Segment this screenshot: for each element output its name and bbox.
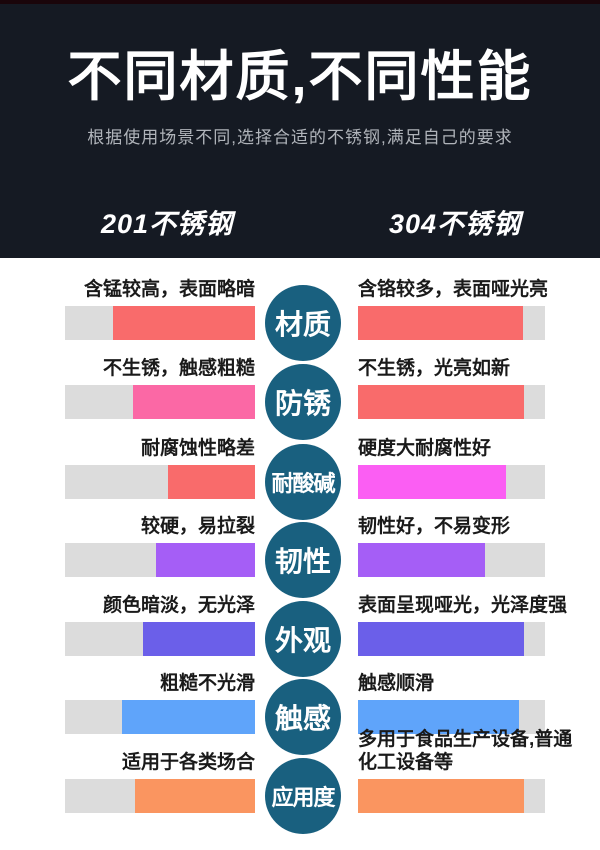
left-rating-bar (65, 385, 255, 419)
left-rating-fill (156, 543, 255, 577)
category-badge-label: 触感 (274, 703, 331, 734)
right-rating-bar (358, 306, 545, 340)
left-property-text: 粗糙不光滑 (159, 673, 255, 695)
left-rating-fill (112, 306, 255, 340)
right-property-text: 硬度大耐腐性好 (358, 438, 492, 460)
right-property-text: 不生锈，光亮如新 (358, 358, 511, 380)
comparison-row-rust: 不生锈，触感粗糙 防锈 不生锈，光亮如新 (0, 358, 600, 440)
header: 不同材质,不同性能 根据使用场景不同,选择合适的不锈钢,满足自己的要求 201不… (0, 4, 600, 258)
right-rating-bar (358, 622, 545, 656)
category-badge: 材质 (265, 285, 341, 361)
right-property-text: 触感顺滑 (358, 673, 435, 695)
left-rating-fill (135, 779, 255, 813)
category-badge: 触感 (265, 679, 341, 755)
category-badge-label: 韧性 (274, 546, 331, 577)
category-badge-label: 材质 (274, 309, 331, 340)
comparison-row-toughness: 较硬，易拉裂 韧性 韧性好，不易变形 (0, 516, 600, 598)
right-rating-bar (358, 385, 545, 419)
comparison-row-application: 适用于各类场合 应用度 多用于食品生产设备,普通 化工设备等 (0, 729, 600, 834)
column-header-304: 304不锈钢 (388, 209, 522, 239)
left-rating-fill (122, 700, 255, 734)
category-badge: 防锈 (265, 364, 341, 440)
right-rating-fill (358, 306, 523, 340)
left-property-text: 耐腐蚀性略差 (140, 438, 255, 460)
left-property-text: 较硬，易拉裂 (140, 516, 255, 538)
category-badge: 应用度 (265, 758, 341, 834)
right-property-text: 韧性好，不易变形 (358, 516, 511, 538)
comparison-row-appearance: 颜色暗淡，无光泽 外观 表面呈现哑光，光泽度强 (0, 595, 600, 677)
left-rating-bar (65, 700, 255, 734)
left-rating-bar (65, 306, 255, 340)
comparison-row-material: 含锰较高，表面略暗 材质 含铬较多，表面哑光亮 (0, 279, 600, 361)
right-rating-bar (358, 465, 545, 499)
right-rating-fill (358, 700, 519, 734)
comparison-row-touch: 粗糙不光滑 触感 触感顺滑 (0, 673, 600, 755)
left-property-text: 颜色暗淡，无光泽 (102, 595, 255, 617)
page-subtitle: 根据使用场景不同,选择合适的不锈钢,满足自己的要求 (87, 128, 513, 148)
right-rating-fill (358, 465, 506, 499)
right-rating-fill (358, 622, 525, 656)
category-badge: 韧性 (265, 522, 341, 598)
page-title: 不同材质,不同性能 (67, 47, 533, 107)
top-accent-strip (0, 0, 600, 4)
right-rating-fill (358, 779, 525, 813)
left-property-text: 含锰较高，表面略暗 (83, 279, 255, 301)
left-rating-bar (65, 779, 255, 813)
left-rating-bar (65, 622, 255, 656)
right-rating-fill (358, 385, 525, 419)
category-badge-label: 应用度 (271, 785, 335, 810)
left-property-text: 适用于各类场合 (121, 752, 255, 774)
right-rating-fill (358, 543, 486, 577)
category-badge: 耐酸碱 (265, 444, 341, 520)
category-badge-label: 外观 (274, 625, 331, 656)
left-rating-fill (167, 465, 255, 499)
category-badge-label: 耐酸碱 (271, 471, 335, 496)
comparison-row-acid-alkali: 耐腐蚀性略差 耐酸碱 硬度大耐腐性好 (0, 438, 600, 520)
column-header-201: 201不锈钢 (100, 209, 234, 239)
right-rating-bar (358, 543, 545, 577)
right-property-text: 表面呈现哑光，光泽度强 (358, 595, 568, 617)
left-rating-bar (65, 465, 255, 499)
right-property-text: 多用于食品生产设备,普通 化工设备等 (358, 728, 573, 774)
left-property-text: 不生锈，触感粗糙 (102, 358, 255, 380)
right-rating-bar (358, 700, 545, 734)
left-rating-fill (142, 622, 255, 656)
category-badge-label: 防锈 (274, 388, 331, 419)
left-rating-fill (133, 385, 255, 419)
category-badge: 外观 (265, 601, 341, 677)
right-rating-bar (358, 779, 545, 813)
right-property-text: 含铬较多，表面哑光亮 (358, 279, 549, 301)
left-rating-bar (65, 543, 255, 577)
comparison-table: 含锰较高，表面略暗 材质 含铬较多，表面哑光亮 不生锈，触感粗糙 防锈 不生锈，… (0, 258, 600, 850)
